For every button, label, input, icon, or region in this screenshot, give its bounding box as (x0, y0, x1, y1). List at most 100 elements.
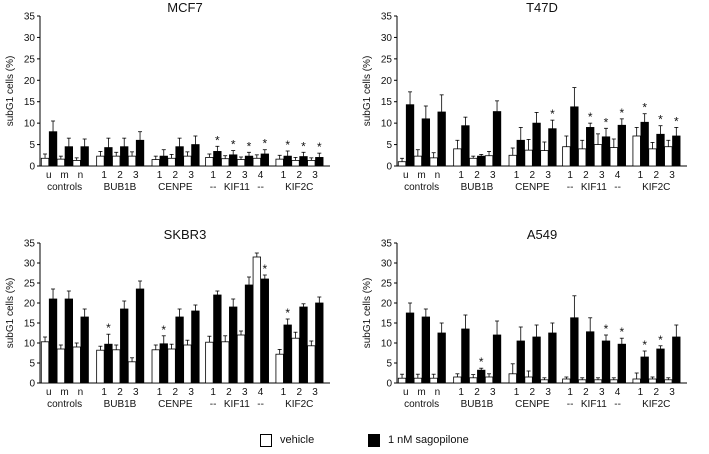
category-label: u (403, 170, 409, 181)
y-tick-label: 5 (386, 359, 392, 370)
group-label: KIF11 (581, 399, 607, 410)
category-label: 1 (514, 170, 520, 181)
bar-vehicle (484, 376, 494, 384)
bar-vehicle (205, 341, 214, 384)
y-tick-label: 20 (24, 76, 36, 87)
y-tick-label: 5 (29, 140, 35, 151)
category-label: 2 (530, 387, 536, 398)
bar-vehicle (112, 349, 121, 384)
bar-vehicle (252, 157, 261, 167)
bar-vehicle (562, 378, 571, 384)
category-label: 3 (490, 387, 496, 398)
category-label: 2 (226, 170, 232, 181)
significance-star: * (642, 101, 647, 115)
bar-vehicle (307, 160, 316, 167)
bar-sagopilone (48, 131, 58, 167)
category-label: u (46, 170, 52, 181)
y-tick-label: 10 (381, 339, 393, 350)
bar-vehicle (632, 135, 641, 167)
bar-sagopilone (461, 328, 470, 384)
group-label: BUB1B (461, 399, 494, 410)
group-label: BUB1B (104, 399, 137, 410)
y-tick-label: 10 (24, 119, 36, 130)
group-label: KIF11 (581, 182, 607, 193)
bar-sagopilone (640, 356, 649, 384)
y-tick-label: 0 (386, 162, 392, 173)
bar-sagopilone (477, 369, 486, 384)
group-label: CENPE (515, 399, 550, 410)
bar-sagopilone (586, 127, 595, 167)
bar-vehicle (275, 158, 284, 167)
y-tick-label: 30 (381, 33, 393, 44)
significance-star: * (658, 333, 663, 347)
category-label: 2 (226, 387, 232, 398)
category-label: 2 (173, 170, 179, 181)
bar-vehicle (540, 379, 549, 384)
significance-star: * (604, 322, 609, 336)
legend-vehicle: vehicle (260, 431, 314, 449)
bar-vehicle (221, 341, 230, 384)
bar-sagopilone (532, 336, 541, 384)
bar-sagopilone (64, 146, 74, 167)
bar-sagopilone (405, 312, 415, 384)
category-label: 2 (296, 387, 302, 398)
category-label: 1 (210, 170, 216, 181)
bar-vehicle (127, 361, 137, 384)
group-label: -- (257, 399, 264, 410)
category-label: 1 (567, 170, 573, 181)
category-label: 2 (117, 387, 123, 398)
legend-swatch-sagopilone (368, 433, 380, 447)
bar-vehicle (413, 377, 423, 384)
bar-sagopilone (601, 340, 611, 384)
bar-vehicle (484, 155, 494, 167)
bar-vehicle (183, 344, 192, 384)
bar-vehicle (167, 157, 176, 167)
category-label: 3 (312, 387, 318, 398)
category-label: 1 (281, 387, 287, 398)
bar-sagopilone (586, 331, 595, 384)
chart-title: MCF7 (167, 0, 202, 15)
bar-vehicle (578, 148, 587, 167)
category-label: m (60, 170, 68, 181)
category-label: 3 (133, 387, 139, 398)
category-label: 2 (474, 170, 480, 181)
category-label: u (403, 387, 409, 398)
bar-vehicle (183, 155, 192, 167)
significance-star: * (285, 306, 290, 320)
significance-star: * (301, 139, 306, 153)
category-label: n (435, 387, 441, 398)
group-label: KIF2C (642, 399, 670, 410)
y-axis-label: subG1 cells (%) (362, 56, 373, 127)
y-tick-label: 10 (24, 339, 36, 350)
bar-sagopilone (175, 146, 184, 167)
category-label: 2 (173, 387, 179, 398)
bar-sagopilone (159, 155, 168, 167)
bar-vehicle (56, 158, 66, 167)
y-tick-label: 35 (24, 12, 36, 23)
y-tick-label: 0 (29, 379, 35, 390)
y-tick-label: 15 (24, 97, 36, 108)
bar-sagopilone (548, 332, 557, 384)
bar-vehicle (508, 373, 517, 384)
group-label: -- (567, 182, 574, 193)
category-label: 4 (258, 387, 264, 398)
y-tick-label: 25 (24, 279, 36, 290)
group-label: -- (614, 182, 621, 193)
legend-label-vehicle: vehicle (280, 434, 315, 446)
bar-vehicle (578, 379, 587, 384)
bar-vehicle (291, 337, 300, 384)
bar-vehicle (429, 157, 438, 167)
category-label: 2 (117, 170, 123, 181)
bar-vehicle (236, 159, 246, 167)
bar-vehicle (236, 334, 246, 384)
significance-star: * (106, 321, 111, 335)
group-label: KIF11 (224, 182, 250, 193)
category-label: 3 (242, 387, 248, 398)
category-label: 3 (242, 170, 248, 181)
bar-sagopilone (135, 288, 145, 384)
bar-vehicle (593, 144, 603, 167)
bar-vehicle (648, 148, 657, 167)
bar-sagopilone (48, 298, 58, 384)
